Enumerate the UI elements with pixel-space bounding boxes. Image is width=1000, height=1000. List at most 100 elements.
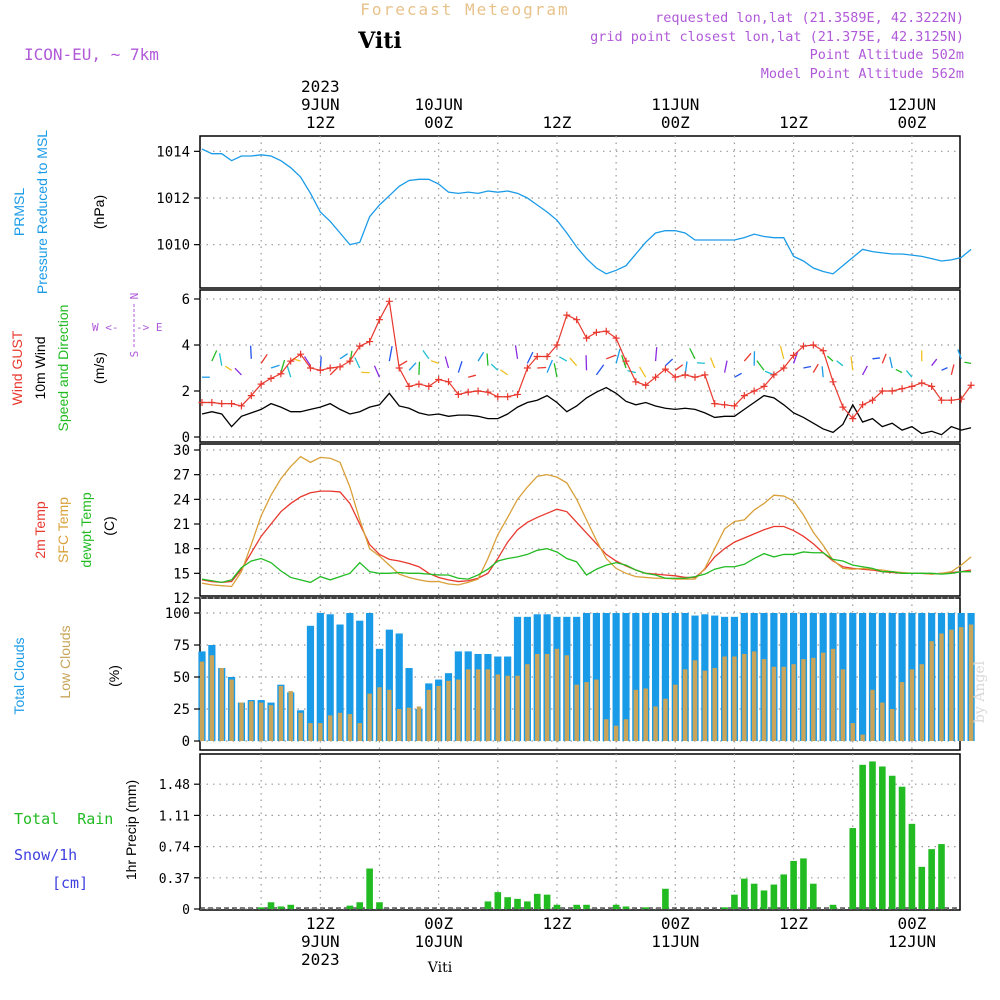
wind-panel-frame: [199, 289, 961, 443]
wind-direction-arrow: [734, 372, 742, 378]
wind-direction-arrow: [696, 362, 705, 365]
compass-west: W <-: [92, 321, 119, 334]
compass-east: -> E: [136, 321, 163, 334]
gust-point-marker: [947, 396, 955, 404]
low-clouds-bar: [663, 698, 668, 741]
gust-point-marker: [652, 373, 660, 381]
low-clouds-bar: [199, 661, 205, 741]
gust-point-marker: [878, 387, 886, 395]
wind-direction-arrow: [526, 351, 534, 364]
total-clouds-bar: [661, 613, 670, 741]
bottom-time-label: 12Z: [543, 914, 572, 933]
rain-bar: [879, 766, 886, 909]
low-clouds-bar: [860, 734, 865, 741]
y-tick-label: 12: [173, 591, 190, 607]
gust-point-marker: [799, 342, 807, 350]
wind-direction-arrow: [553, 363, 558, 378]
low-clouds-bar: [377, 687, 382, 741]
wind-direction-arrow: [931, 358, 938, 367]
gust-point-marker: [721, 401, 729, 409]
low-clouds-bar: [337, 712, 343, 741]
wind-direction-arrow: [546, 359, 553, 373]
gust-point-marker: [849, 415, 857, 423]
rain-bar: [494, 892, 502, 909]
rain-bar: [484, 901, 492, 909]
pressure-label-prmsl: PRMSL: [11, 188, 27, 236]
gust-point-marker: [898, 385, 906, 393]
gust-point-marker: [484, 388, 492, 396]
y-tick-label: 25: [173, 702, 190, 718]
total-clouds-bar: [671, 613, 679, 741]
gust-point-marker: [573, 316, 581, 324]
gust-point-marker: [346, 357, 354, 365]
gust-point-marker: [592, 328, 600, 336]
y-tick-label: 100: [165, 606, 190, 622]
y-tick-label: 0: [182, 430, 190, 446]
clouds-label-total: Total Clouds: [11, 637, 27, 714]
rain-bar: [928, 849, 935, 909]
wind-direction-arrow: [490, 363, 499, 371]
gust-point-marker: [336, 363, 344, 371]
gust-point-marker: [681, 371, 689, 379]
precip-unit: 1hr Precip (mm): [123, 780, 139, 880]
wind-direction-arrow: [850, 356, 854, 371]
y-tick-label: 1012: [156, 191, 190, 207]
bottom-time-label: 12JUN: [888, 932, 936, 951]
total-clouds-bar: [888, 613, 896, 741]
total-clouds-bar: [395, 633, 403, 741]
gust-point-marker: [494, 393, 502, 401]
rain-bar: [938, 844, 945, 909]
low-clouds-bar: [673, 684, 678, 741]
low-clouds-bar: [308, 723, 313, 741]
wind-direction-arrow: [779, 345, 785, 359]
wind-direction-arrow: [280, 359, 286, 373]
wind-direction-arrow: [422, 350, 430, 360]
gust-point-marker: [928, 382, 936, 390]
low-clouds-bar: [880, 702, 885, 741]
temp-label-sfc: SFC Temp: [55, 497, 71, 563]
wind-direction-arrow: [303, 356, 312, 367]
low-clouds-bar: [327, 715, 333, 741]
pressure-unit: (hPa): [91, 195, 107, 229]
wind-direction-arrow: [339, 353, 348, 360]
low-clouds-bar: [761, 659, 767, 741]
total-clouds-bar: [356, 620, 364, 741]
bottom-time-label: 12Z: [306, 914, 335, 933]
low-clouds-bar: [446, 680, 451, 741]
top-time-label: 2023: [301, 77, 340, 96]
gust-point-marker: [474, 387, 482, 395]
gust-point-marker: [701, 371, 709, 379]
clouds-label-low: Low Clouds: [57, 625, 73, 698]
wind-direction-arrow: [889, 356, 893, 369]
temp-label-dewpt: dewpt Temp: [78, 492, 94, 567]
y-tick-label: 27: [173, 468, 190, 484]
low-clouds-bar: [613, 725, 619, 741]
low-clouds-bar: [544, 653, 550, 741]
low-clouds-bar: [919, 664, 924, 741]
gust-point-marker: [504, 393, 512, 401]
total-clouds-bar: [651, 613, 660, 741]
grid-point-coords: grid point closest lon,lat (21.375E, 42.…: [590, 29, 964, 45]
compass-rose: N W <- -> E S: [92, 293, 163, 358]
wind-direction-arrow: [964, 361, 972, 365]
wind-direction-arrow: [595, 364, 605, 376]
wind-direction-arrow: [812, 363, 819, 373]
low-clouds-bar: [397, 709, 402, 741]
gust-point-marker: [790, 351, 798, 359]
low-clouds-bar: [722, 656, 727, 741]
rain-bar: [514, 898, 521, 909]
low-clouds-bar: [258, 702, 264, 741]
low-clouds-bar: [249, 701, 254, 741]
low-clouds-bar: [801, 659, 806, 741]
wind-direction-arrow: [354, 357, 361, 369]
gust-point-marker: [671, 373, 679, 381]
y-tick-label: 30: [173, 443, 190, 459]
gust-point-marker: [326, 364, 334, 372]
wind-direction-arrow: [408, 362, 417, 371]
top-time-label: 10JUN: [415, 95, 463, 114]
wind-direction-arrow: [709, 357, 716, 369]
gust-point-marker: [770, 371, 778, 379]
gust-point-marker: [938, 396, 945, 404]
low-clouds-bar: [712, 668, 717, 741]
